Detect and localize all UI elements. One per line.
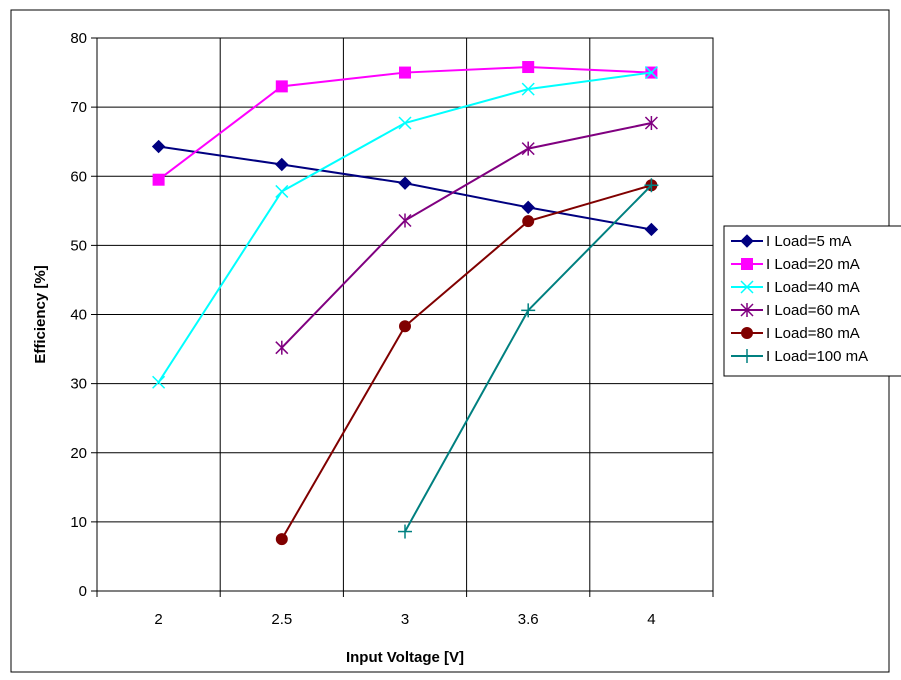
data-point-i-load-80-ma bbox=[399, 320, 411, 333]
y-tick-label: 20 bbox=[70, 445, 87, 462]
x-tick-label: 2 bbox=[154, 611, 162, 628]
legend-label-i-load-60-ma: I Load=60 mA bbox=[766, 302, 860, 319]
y-tick-label: 0 bbox=[79, 583, 87, 600]
data-point-i-load-40-ma bbox=[275, 184, 289, 198]
x-tick-label: 2.5 bbox=[271, 611, 292, 628]
y-axis-title: Efficiency [%] bbox=[32, 265, 49, 363]
y-tick-label: 80 bbox=[70, 30, 87, 47]
legend: I Load=5 mA I Load=20 mA I Load=40 mA I Loa… bbox=[723, 225, 901, 377]
legend-marker-i-load-40-ma bbox=[740, 280, 754, 294]
y-tick-label: 30 bbox=[70, 376, 87, 393]
y-tick-label: 70 bbox=[70, 99, 87, 116]
x-axis-title: Input Voltage [V] bbox=[346, 649, 464, 666]
y-tick-label: 10 bbox=[70, 514, 87, 531]
data-point-i-load-100-ma bbox=[644, 178, 659, 193]
data-point-i-load-40-ma bbox=[152, 375, 166, 389]
data-point-i-load-60-ma bbox=[275, 340, 289, 355]
data-point-i-load-80-ma bbox=[275, 533, 288, 546]
data-point-i-load-100-ma bbox=[521, 303, 536, 318]
data-point-i-load-5-ma bbox=[398, 176, 412, 190]
data-point-i-load-20-ma bbox=[152, 173, 165, 186]
x-tick-label: 3 bbox=[401, 611, 409, 628]
legend-label-i-load-20-ma: I Load=20 mA bbox=[766, 256, 860, 273]
x-tick-label: 3.6 bbox=[518, 611, 539, 628]
data-point-i-load-5-ma bbox=[275, 157, 289, 172]
legend-marker-i-load-100-ma bbox=[740, 349, 754, 363]
legend-marker-i-load-20-ma bbox=[741, 258, 753, 270]
data-point-i-load-20-ma bbox=[275, 80, 288, 93]
data-point-i-load-60-ma bbox=[521, 141, 535, 156]
legend-box bbox=[723, 225, 901, 377]
legend-label-i-load-5-ma: I Load=5 mA bbox=[766, 233, 851, 250]
legend-marker-i-load-80-ma bbox=[741, 327, 753, 339]
data-point-i-load-20-ma bbox=[522, 61, 535, 74]
data-point-i-load-5-ma bbox=[644, 222, 659, 237]
data-point-i-load-100-ma bbox=[398, 524, 412, 539]
data-point-i-load-40-ma bbox=[398, 116, 412, 130]
legend-marker-i-load-60-ma bbox=[740, 303, 754, 317]
data-point-i-load-80-ma bbox=[522, 215, 535, 228]
data-point-i-load-40-ma bbox=[521, 82, 535, 96]
y-tick-label: 50 bbox=[70, 237, 87, 254]
data-point-i-load-5-ma bbox=[151, 139, 166, 154]
data-point-i-load-20-ma bbox=[399, 66, 411, 79]
data-point-i-load-60-ma bbox=[644, 116, 658, 131]
legend-label-i-load-40-ma: I Load=40 mA bbox=[766, 279, 860, 296]
legend-marker-i-load-5-ma bbox=[740, 234, 754, 248]
series-line-i-load-80-ma bbox=[280, 184, 652, 540]
data-point-i-load-60-ma bbox=[398, 213, 412, 228]
data-point-i-load-40-ma bbox=[644, 66, 658, 80]
series-line-i-load-60-ma bbox=[281, 122, 652, 349]
data-point-i-load-5-ma bbox=[521, 200, 535, 215]
legend-label-i-load-100-ma: I Load=100 mA bbox=[766, 348, 868, 365]
x-tick-label: 4 bbox=[647, 611, 655, 628]
legend-label-i-load-80-ma: I Load=80 mA bbox=[766, 325, 860, 342]
y-tick-label: 60 bbox=[70, 168, 87, 185]
y-tick-label: 40 bbox=[70, 307, 87, 324]
plot-border bbox=[96, 37, 714, 592]
